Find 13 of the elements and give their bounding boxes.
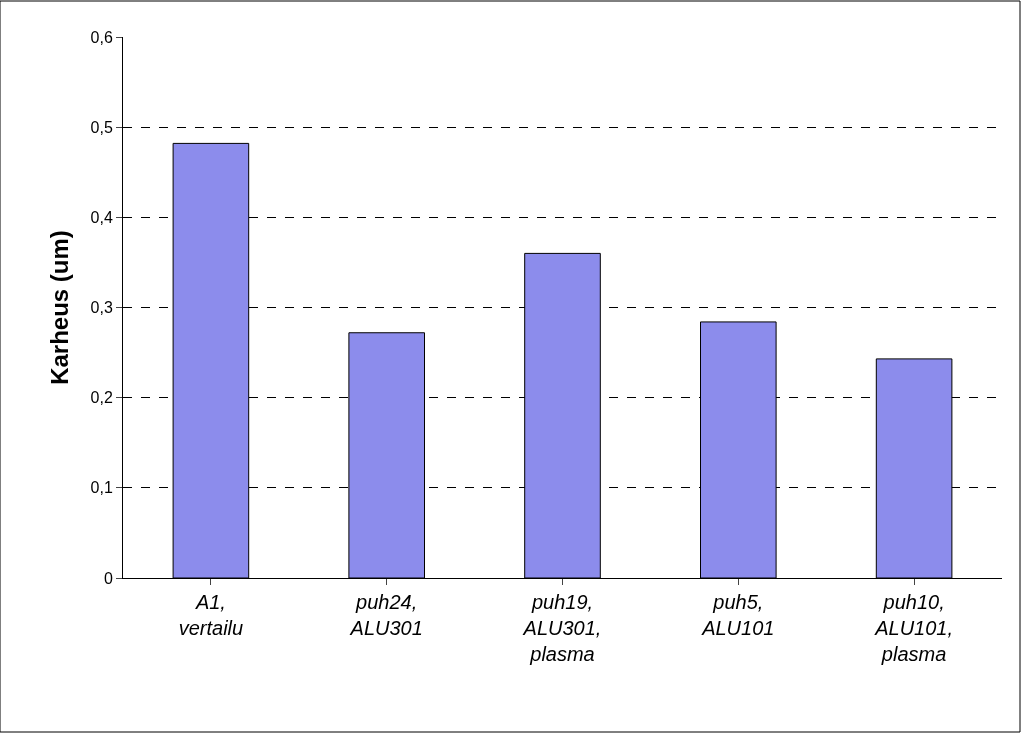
x-tick-label: puh19, ALU301, plasma — [522, 591, 602, 665]
y-tick-label: 0,1 — [90, 479, 113, 497]
x-tick-label: A1, vertailu — [178, 591, 244, 639]
y-tick-label: 0,4 — [90, 208, 113, 226]
y-tick-label: 0,5 — [90, 118, 113, 136]
x-tick-label: puh24, ALU301 — [349, 591, 423, 639]
y-tick-label: 0,6 — [90, 28, 113, 46]
y-axis-title: Karheus (um) — [45, 230, 73, 385]
y-tick-label: 0 — [103, 569, 113, 587]
y-tick-label: 0,3 — [90, 299, 113, 317]
x-tick-label: puh5, ALU101 — [701, 591, 775, 639]
x-tick-label: puh10, ALU101, plasma — [874, 591, 954, 665]
y-tick-label: 0,2 — [90, 389, 113, 407]
